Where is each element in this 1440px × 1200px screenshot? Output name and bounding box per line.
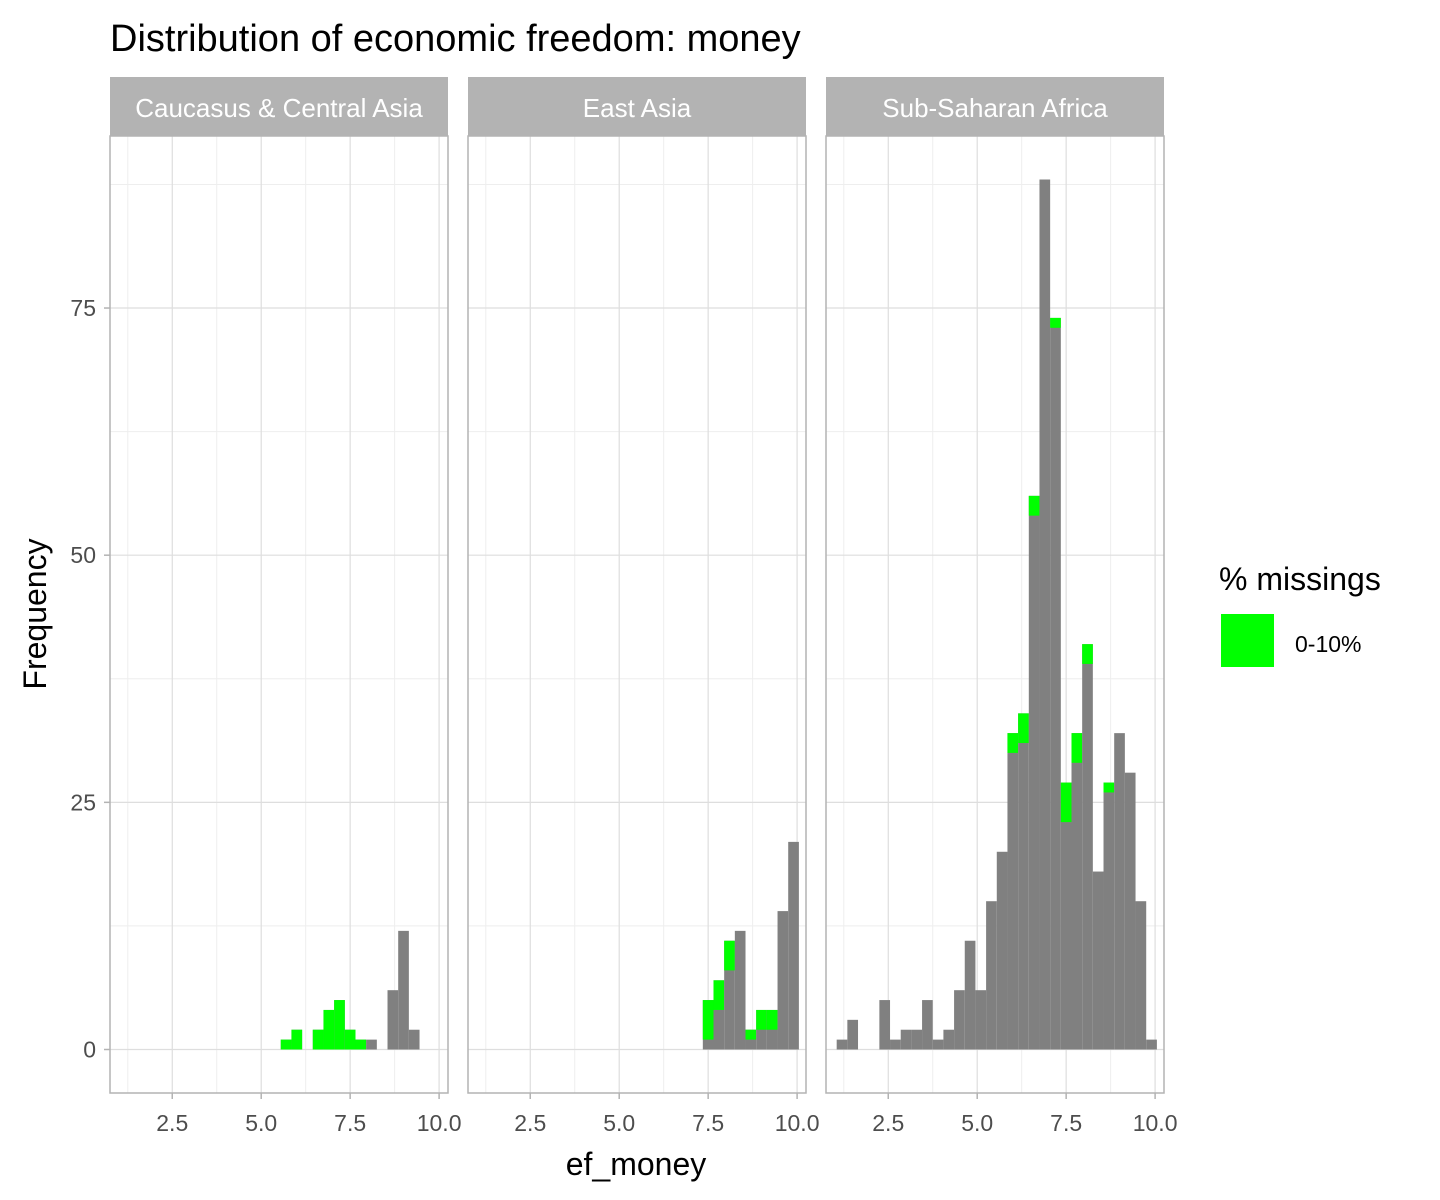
x-tick-label: 2.5 [872,1110,904,1136]
histogram-bar [932,1039,944,1050]
histogram-bar [943,1029,955,1050]
histogram-bar [996,851,1008,1050]
histogram-bar [1114,733,1125,1050]
x-tick-label: 2.5 [156,1110,188,1136]
facet-panel: Sub-Saharan Africa 2.5 5.0 7.5 10.0 [825,77,1178,1136]
missing-bar-segment [1018,713,1029,744]
missing-bar-segment [355,1039,367,1050]
facet-strip-label: Caucasus & Central Asia [135,93,423,123]
missing-bar-segment [766,1009,778,1030]
histogram-bar [1050,317,1061,1050]
chart-title: Distribution of economic freedom: money [110,18,801,60]
facet-strip-label: Sub-Saharan Africa [882,93,1108,123]
missing-bar-segment [280,1039,292,1050]
histogram-bar [847,1019,859,1050]
missing-bar-segment [1060,782,1072,823]
missing-bar-segment [756,1009,767,1030]
missing-bar-segment [1007,733,1019,753]
histogram-bar [836,1039,848,1050]
histogram-bar [398,930,409,1050]
y-tick-label: 25 [70,789,96,815]
facet-panel: East Asia 2.5 5.0 7.5 10.0 [467,77,820,1136]
histogram-bar [408,1029,420,1050]
histogram-bar [986,901,997,1050]
facet-strip [110,77,448,136]
missing-bar-segment [334,1000,345,1050]
histogram-bar [879,1000,891,1050]
missing-bar-segment [713,980,725,1010]
facet-strip [468,77,806,136]
histogram-bar [890,1039,901,1050]
histogram-bar [911,1029,923,1050]
facet-panel: Caucasus & Central Asia 2.5 5.0 7.5 10.0 [109,77,462,1136]
x-axis-title: ef_money [566,1146,707,1182]
histogram-bar [1028,495,1040,1050]
legend: % missings 0-10% [1219,561,1381,667]
histogram-bar [1018,713,1029,1050]
histogram-bar [900,1029,912,1050]
y-axis-title: Frequency [17,538,53,689]
x-tick-label: 2.5 [514,1110,546,1136]
missing-bar-segment [1028,495,1040,516]
missing-bar-segment [1071,733,1083,763]
histogram-bar [713,980,725,1050]
x-tick-label: 10.0 [775,1110,820,1136]
histogram-bar [387,990,399,1050]
missing-bar-segment [291,1029,303,1050]
missing-bar-segment [1082,644,1093,664]
x-tick-label: 10.0 [1133,1110,1178,1136]
missing-bar-segment [323,1009,335,1050]
histogram-bar [1092,871,1104,1050]
x-tick-label: 7.5 [334,1110,366,1136]
missing-bar-segment [745,1029,757,1040]
x-tick-label: 7.5 [1050,1110,1082,1136]
missing-bar-segment [724,940,735,971]
facet-strip-label: East Asia [583,93,692,123]
missing-bar-segment [344,1029,356,1050]
missing-bar-segment [1050,317,1061,328]
histogram-bar [964,940,976,1050]
missing-bar-segment [702,1000,714,1040]
histogram-bar [1071,733,1083,1050]
histogram-bar [724,940,735,1050]
legend-key-label: 0-10% [1295,631,1361,657]
y-tick-label: 0 [83,1037,96,1063]
histogram-bar [1135,901,1147,1050]
histogram-bar [777,911,789,1050]
histogram-bar [788,841,799,1050]
histogram-bar [1007,733,1019,1050]
histogram-bar [1060,782,1072,1050]
y-tick-label: 50 [70,542,96,568]
histogram-bar [1039,179,1051,1050]
histogram-bar [1124,772,1136,1050]
histogram-bar [1103,782,1115,1050]
x-tick-label: 5.0 [603,1110,635,1136]
x-tick-label: 10.0 [417,1110,462,1136]
legend-key-swatch [1221,614,1274,667]
histogram-bar [1082,644,1093,1050]
y-axis: 0 25 50 75 [70,295,110,1063]
histogram-bar [922,1000,933,1050]
histogram-bar [975,990,987,1050]
histogram-bar [366,1039,377,1050]
y-tick-label: 75 [70,295,96,321]
x-tick-label: 5.0 [961,1110,993,1136]
histogram-bar [1146,1039,1157,1050]
missing-bar-segment [312,1029,324,1050]
x-tick-label: 7.5 [692,1110,724,1136]
histogram-bar [734,930,746,1050]
legend-title: % missings [1219,561,1381,597]
missing-bar-segment [1103,782,1115,793]
facet-strip [826,77,1164,136]
histogram-bar [954,990,965,1050]
x-tick-label: 5.0 [245,1110,277,1136]
